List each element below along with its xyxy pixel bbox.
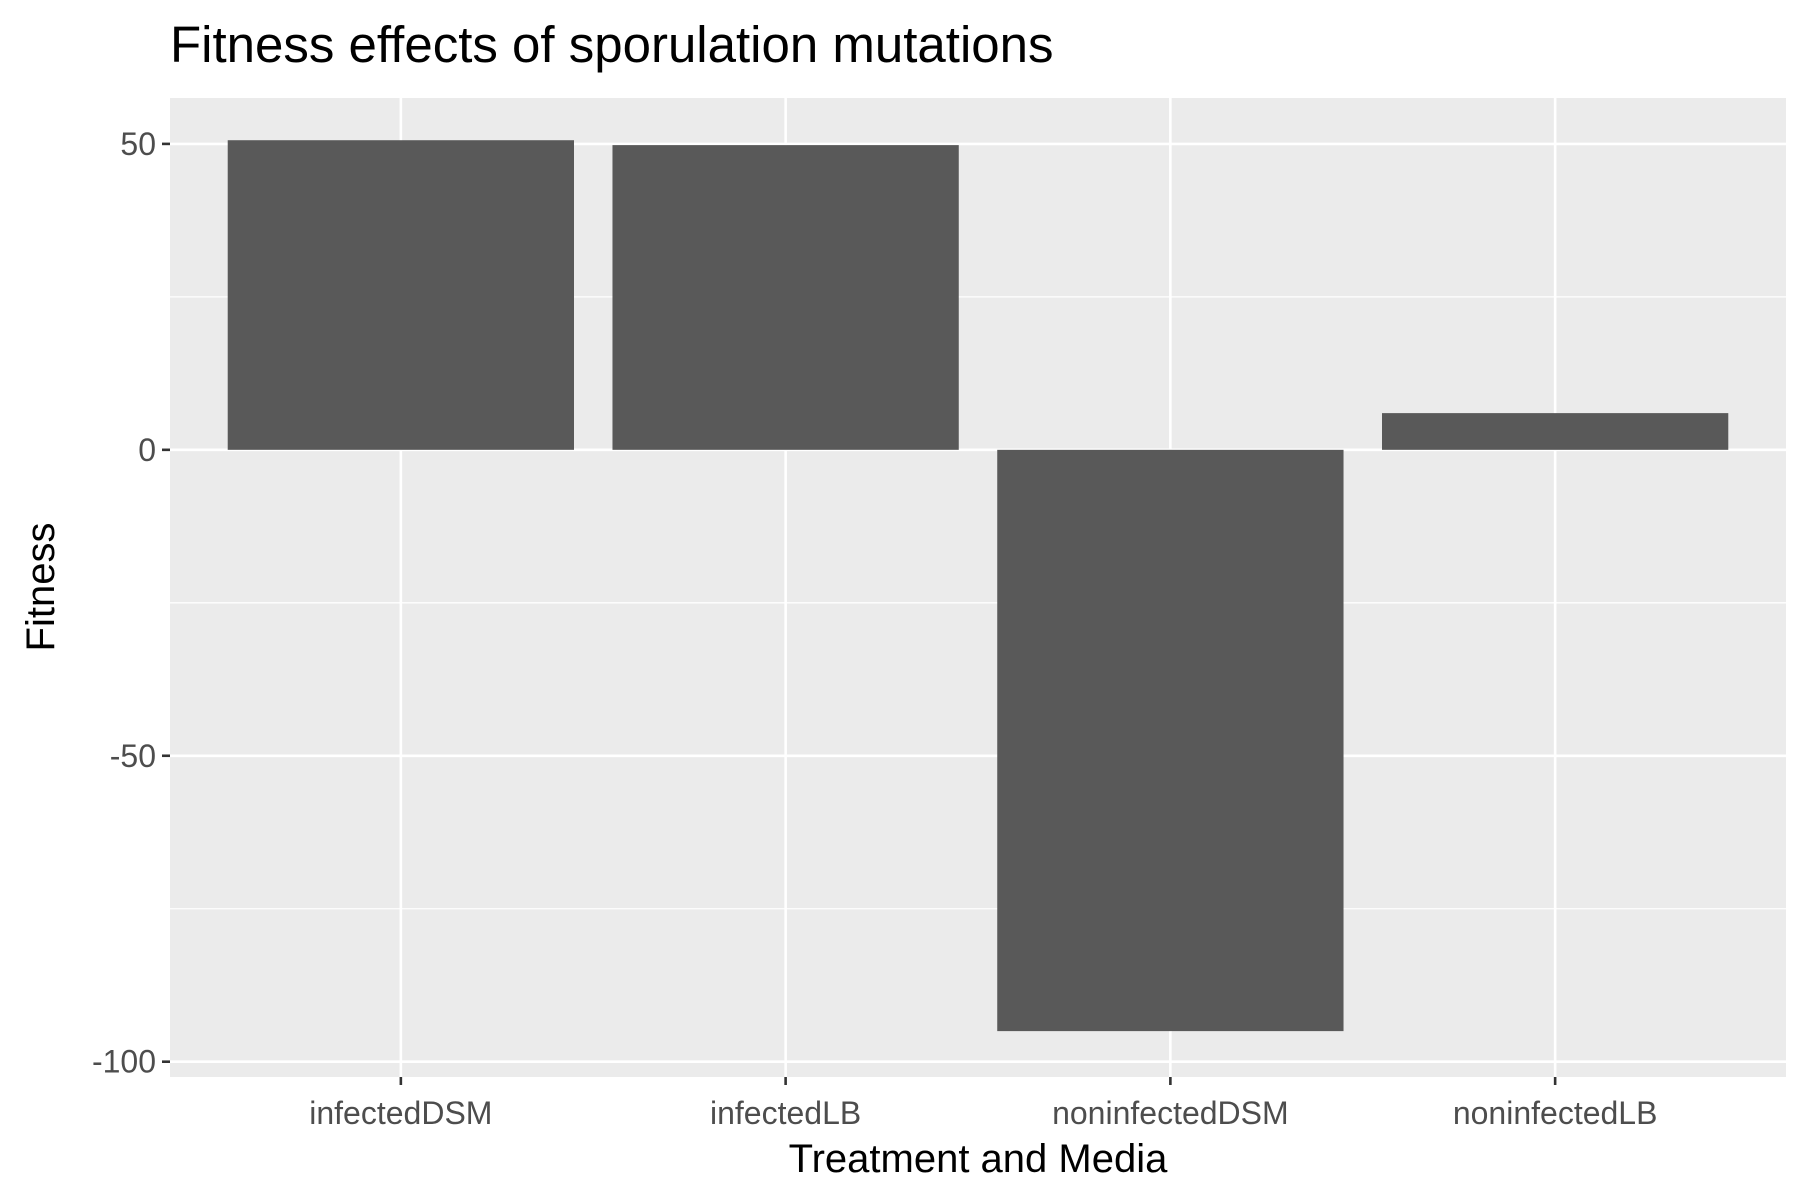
x-tick-label: noninfectedLB xyxy=(1453,1095,1658,1131)
x-axis: infectedDSM infectedLB noninfectedDSM nonin… xyxy=(309,1077,1657,1131)
bar-infectedLB xyxy=(612,145,959,450)
y-axis-title: Fitness xyxy=(19,523,63,652)
bar-infectedDSM xyxy=(227,140,574,450)
y-tick-label: 50 xyxy=(120,126,156,162)
x-axis-title: Treatment and Media xyxy=(789,1137,1168,1181)
y-tick-label: -100 xyxy=(92,1044,156,1080)
bar-noninfectedLB xyxy=(1382,413,1729,450)
x-tick-label: infectedLB xyxy=(710,1095,861,1131)
x-tick-label: noninfectedDSM xyxy=(1052,1095,1289,1131)
y-tick-label: 0 xyxy=(138,432,156,468)
chart-title: Fitness effects of sporulation mutations xyxy=(170,16,1054,73)
bar-noninfectedDSM xyxy=(997,449,1344,1032)
y-tick-label: -50 xyxy=(110,738,156,774)
y-axis: -100 -50 0 50 xyxy=(92,126,170,1080)
bars xyxy=(227,140,1729,1032)
x-tick-label: infectedDSM xyxy=(309,1095,492,1131)
